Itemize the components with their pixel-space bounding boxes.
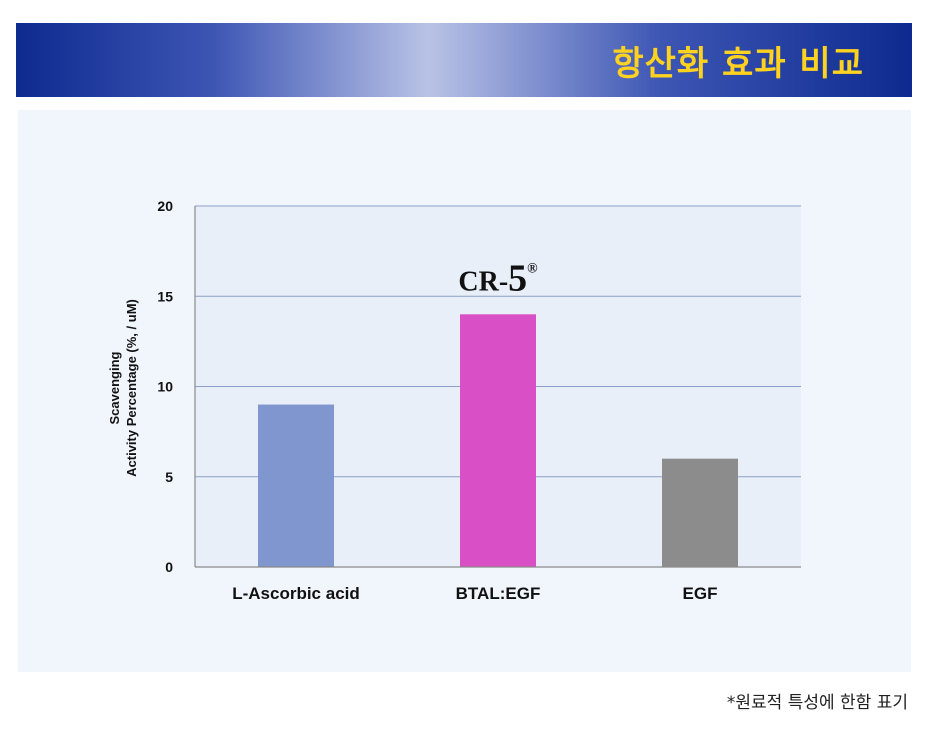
x-category-label: EGF xyxy=(683,584,718,603)
footnote: *원료적 특성에 한함 표기 xyxy=(726,693,908,713)
bars xyxy=(258,314,738,567)
y-tick-label: 20 xyxy=(157,198,173,214)
cr5-number: 5 xyxy=(508,257,527,299)
y-axis-title-line1: Scavenging xyxy=(107,351,122,424)
bar-1 xyxy=(460,314,536,567)
bar-0 xyxy=(258,404,334,567)
x-category-label: BTAL:EGF xyxy=(456,584,541,603)
page-title: 항산화 효과 비교 xyxy=(612,44,864,84)
x-category-labels: L-Ascorbic acid BTAL:EGF EGF xyxy=(232,584,717,603)
bar-2 xyxy=(662,458,738,567)
y-axis-title-line2: Activity Percentage (%, / uM) xyxy=(124,299,139,477)
y-tick-label: 0 xyxy=(165,559,173,575)
y-tick-labels: 0 5 10 15 20 xyxy=(157,198,173,575)
x-category-label: L-Ascorbic acid xyxy=(232,584,360,603)
axes xyxy=(194,206,801,568)
cr5-annotation: CR-5® xyxy=(458,257,538,299)
cr5-registered-mark: ® xyxy=(527,261,538,276)
cr5-prefix: CR- xyxy=(458,266,508,297)
y-tick-label: 10 xyxy=(157,379,173,395)
header-banner: 항산화 효과 비교 xyxy=(16,23,912,97)
y-axis-title: Scavenging Activity Percentage (%, / uM) xyxy=(107,299,139,477)
y-tick-label: 15 xyxy=(157,288,173,304)
y-tick-label: 5 xyxy=(165,469,173,485)
